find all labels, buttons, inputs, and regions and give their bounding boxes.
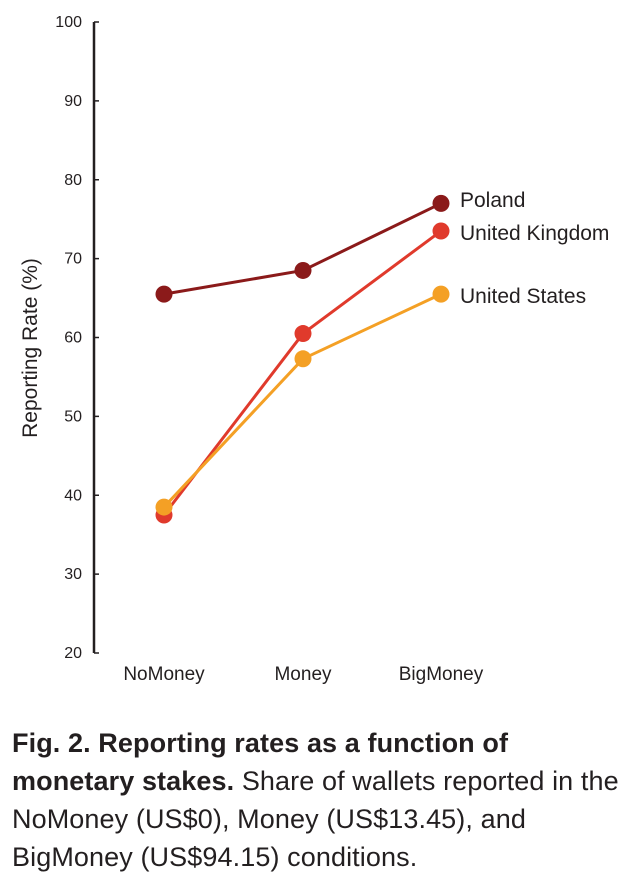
- y-tick-label-40: 40: [64, 487, 82, 504]
- x-tick-label-nomoney: NoMoney: [123, 664, 205, 685]
- series-line-poland: [163, 202, 442, 296]
- x-tick-label-money: Money: [274, 664, 332, 685]
- series-label-united-states: United States: [460, 285, 586, 308]
- y-tick-label-50: 50: [64, 408, 82, 425]
- point-united-states-money: [294, 350, 312, 368]
- caption-title: Fig. 2. Reporting rates as a function of…: [12, 728, 509, 796]
- caption-text: Share of wallets reported in the NoMoney…: [12, 766, 619, 872]
- line-chart: 20 30 40 50 60 70 80 90 100 NoMoney Money BigMoney…: [19, 14, 609, 685]
- series-label-united-kingdom: United Kingdom: [460, 222, 609, 245]
- y-tick-label-30: 30: [64, 566, 82, 583]
- y-tick-label-70: 70: [64, 251, 82, 268]
- series-labels: Poland United Kingdom United States: [460, 189, 609, 308]
- series-group: [155, 194, 450, 524]
- series-label-poland: Poland: [460, 189, 525, 212]
- point-poland-nomoney: [155, 285, 173, 303]
- y-tick-label-90: 90: [64, 93, 82, 110]
- figure-caption: Fig. 2. Reporting rates as a function of…: [12, 724, 628, 876]
- point-poland-money: [294, 261, 312, 279]
- y-tick-label-100: 100: [55, 14, 82, 31]
- x-axis: NoMoney Money BigMoney: [123, 664, 483, 685]
- point-united-states-nomoney: [155, 498, 173, 516]
- point-poland-bigmoney: [432, 194, 450, 212]
- point-united-kingdom-money: [294, 325, 312, 343]
- point-united-states-bigmoney: [432, 285, 450, 303]
- x-tick-label-bigmoney: BigMoney: [399, 664, 484, 685]
- point-united-kingdom-bigmoney: [432, 222, 450, 240]
- y-tick-label-80: 80: [64, 172, 82, 189]
- y-axis: 20 30 40 50 60 70 80 90 100: [55, 14, 99, 662]
- y-axis-label: Reporting Rate (%): [19, 258, 42, 438]
- y-tick-label-60: 60: [64, 330, 82, 347]
- y-tick-label-20: 20: [64, 645, 82, 662]
